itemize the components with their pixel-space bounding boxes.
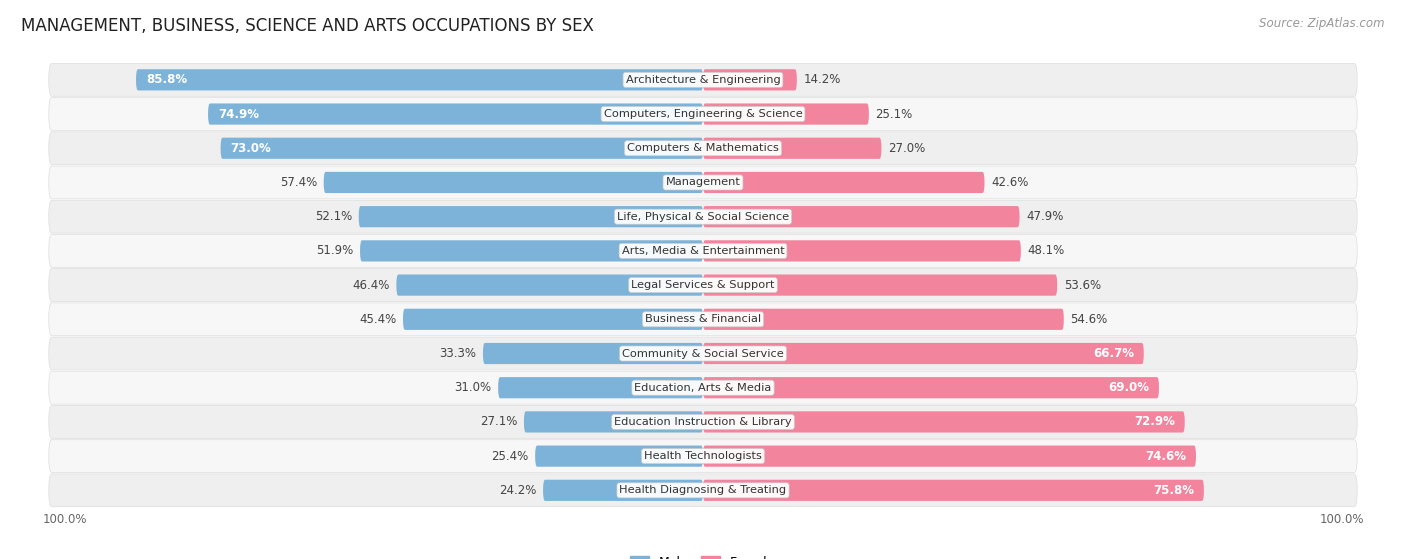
- Text: 74.9%: 74.9%: [218, 107, 259, 121]
- FancyBboxPatch shape: [49, 371, 1357, 404]
- Text: Arts, Media & Entertainment: Arts, Media & Entertainment: [621, 246, 785, 256]
- FancyBboxPatch shape: [703, 103, 869, 125]
- Text: Health Technologists: Health Technologists: [644, 451, 762, 461]
- Text: Management: Management: [665, 177, 741, 187]
- Text: 54.6%: 54.6%: [1070, 313, 1108, 326]
- FancyBboxPatch shape: [498, 377, 703, 399]
- Text: 74.6%: 74.6%: [1144, 449, 1187, 463]
- Text: 72.9%: 72.9%: [1135, 415, 1175, 428]
- FancyBboxPatch shape: [221, 138, 703, 159]
- Text: Computers & Mathematics: Computers & Mathematics: [627, 143, 779, 153]
- FancyBboxPatch shape: [49, 337, 1357, 370]
- Text: Education, Arts & Media: Education, Arts & Media: [634, 383, 772, 393]
- FancyBboxPatch shape: [49, 440, 1357, 472]
- FancyBboxPatch shape: [524, 411, 703, 433]
- Text: 27.0%: 27.0%: [889, 142, 925, 155]
- Text: 46.4%: 46.4%: [353, 278, 389, 292]
- Text: Life, Physical & Social Science: Life, Physical & Social Science: [617, 212, 789, 222]
- Text: 51.9%: 51.9%: [316, 244, 353, 257]
- FancyBboxPatch shape: [208, 103, 703, 125]
- Text: 45.4%: 45.4%: [359, 313, 396, 326]
- FancyBboxPatch shape: [360, 240, 703, 262]
- Text: 31.0%: 31.0%: [454, 381, 492, 394]
- FancyBboxPatch shape: [323, 172, 703, 193]
- FancyBboxPatch shape: [703, 446, 1197, 467]
- FancyBboxPatch shape: [49, 405, 1357, 438]
- FancyBboxPatch shape: [703, 480, 1204, 501]
- Text: Legal Services & Support: Legal Services & Support: [631, 280, 775, 290]
- Text: 85.8%: 85.8%: [146, 73, 187, 86]
- FancyBboxPatch shape: [49, 98, 1357, 130]
- Text: 57.4%: 57.4%: [280, 176, 318, 189]
- FancyBboxPatch shape: [49, 474, 1357, 507]
- FancyBboxPatch shape: [703, 172, 984, 193]
- Text: 100.0%: 100.0%: [1319, 513, 1364, 525]
- Text: 75.8%: 75.8%: [1153, 484, 1194, 497]
- Text: Education Instruction & Library: Education Instruction & Library: [614, 417, 792, 427]
- Text: Architecture & Engineering: Architecture & Engineering: [626, 75, 780, 85]
- Text: 33.3%: 33.3%: [439, 347, 477, 360]
- FancyBboxPatch shape: [49, 269, 1357, 301]
- FancyBboxPatch shape: [404, 309, 703, 330]
- Text: 100.0%: 100.0%: [42, 513, 87, 525]
- FancyBboxPatch shape: [482, 343, 703, 364]
- FancyBboxPatch shape: [703, 309, 1064, 330]
- FancyBboxPatch shape: [703, 411, 1185, 433]
- Text: Source: ZipAtlas.com: Source: ZipAtlas.com: [1260, 17, 1385, 30]
- Text: 73.0%: 73.0%: [231, 142, 271, 155]
- FancyBboxPatch shape: [703, 377, 1159, 399]
- FancyBboxPatch shape: [49, 132, 1357, 165]
- Text: 48.1%: 48.1%: [1028, 244, 1064, 257]
- Text: 69.0%: 69.0%: [1108, 381, 1149, 394]
- FancyBboxPatch shape: [703, 274, 1057, 296]
- FancyBboxPatch shape: [49, 200, 1357, 233]
- Text: Community & Social Service: Community & Social Service: [621, 348, 785, 358]
- FancyBboxPatch shape: [703, 240, 1021, 262]
- FancyBboxPatch shape: [543, 480, 703, 501]
- Text: 53.6%: 53.6%: [1064, 278, 1101, 292]
- Text: 25.4%: 25.4%: [491, 449, 529, 463]
- Text: MANAGEMENT, BUSINESS, SCIENCE AND ARTS OCCUPATIONS BY SEX: MANAGEMENT, BUSINESS, SCIENCE AND ARTS O…: [21, 17, 593, 35]
- Text: 42.6%: 42.6%: [991, 176, 1029, 189]
- Legend: Male, Female: Male, Female: [626, 551, 780, 559]
- FancyBboxPatch shape: [49, 234, 1357, 267]
- Text: 24.2%: 24.2%: [499, 484, 537, 497]
- FancyBboxPatch shape: [49, 303, 1357, 336]
- FancyBboxPatch shape: [703, 343, 1143, 364]
- FancyBboxPatch shape: [136, 69, 703, 91]
- FancyBboxPatch shape: [359, 206, 703, 228]
- FancyBboxPatch shape: [703, 138, 882, 159]
- FancyBboxPatch shape: [396, 274, 703, 296]
- Text: 47.9%: 47.9%: [1026, 210, 1063, 223]
- Text: Computers, Engineering & Science: Computers, Engineering & Science: [603, 109, 803, 119]
- Text: Business & Financial: Business & Financial: [645, 314, 761, 324]
- Text: 25.1%: 25.1%: [876, 107, 912, 121]
- Text: 27.1%: 27.1%: [479, 415, 517, 428]
- Text: 14.2%: 14.2%: [803, 73, 841, 86]
- Text: Health Diagnosing & Treating: Health Diagnosing & Treating: [620, 485, 786, 495]
- FancyBboxPatch shape: [49, 166, 1357, 199]
- FancyBboxPatch shape: [536, 446, 703, 467]
- FancyBboxPatch shape: [703, 206, 1019, 228]
- Text: 66.7%: 66.7%: [1092, 347, 1133, 360]
- FancyBboxPatch shape: [49, 63, 1357, 96]
- FancyBboxPatch shape: [703, 69, 797, 91]
- Text: 52.1%: 52.1%: [315, 210, 352, 223]
